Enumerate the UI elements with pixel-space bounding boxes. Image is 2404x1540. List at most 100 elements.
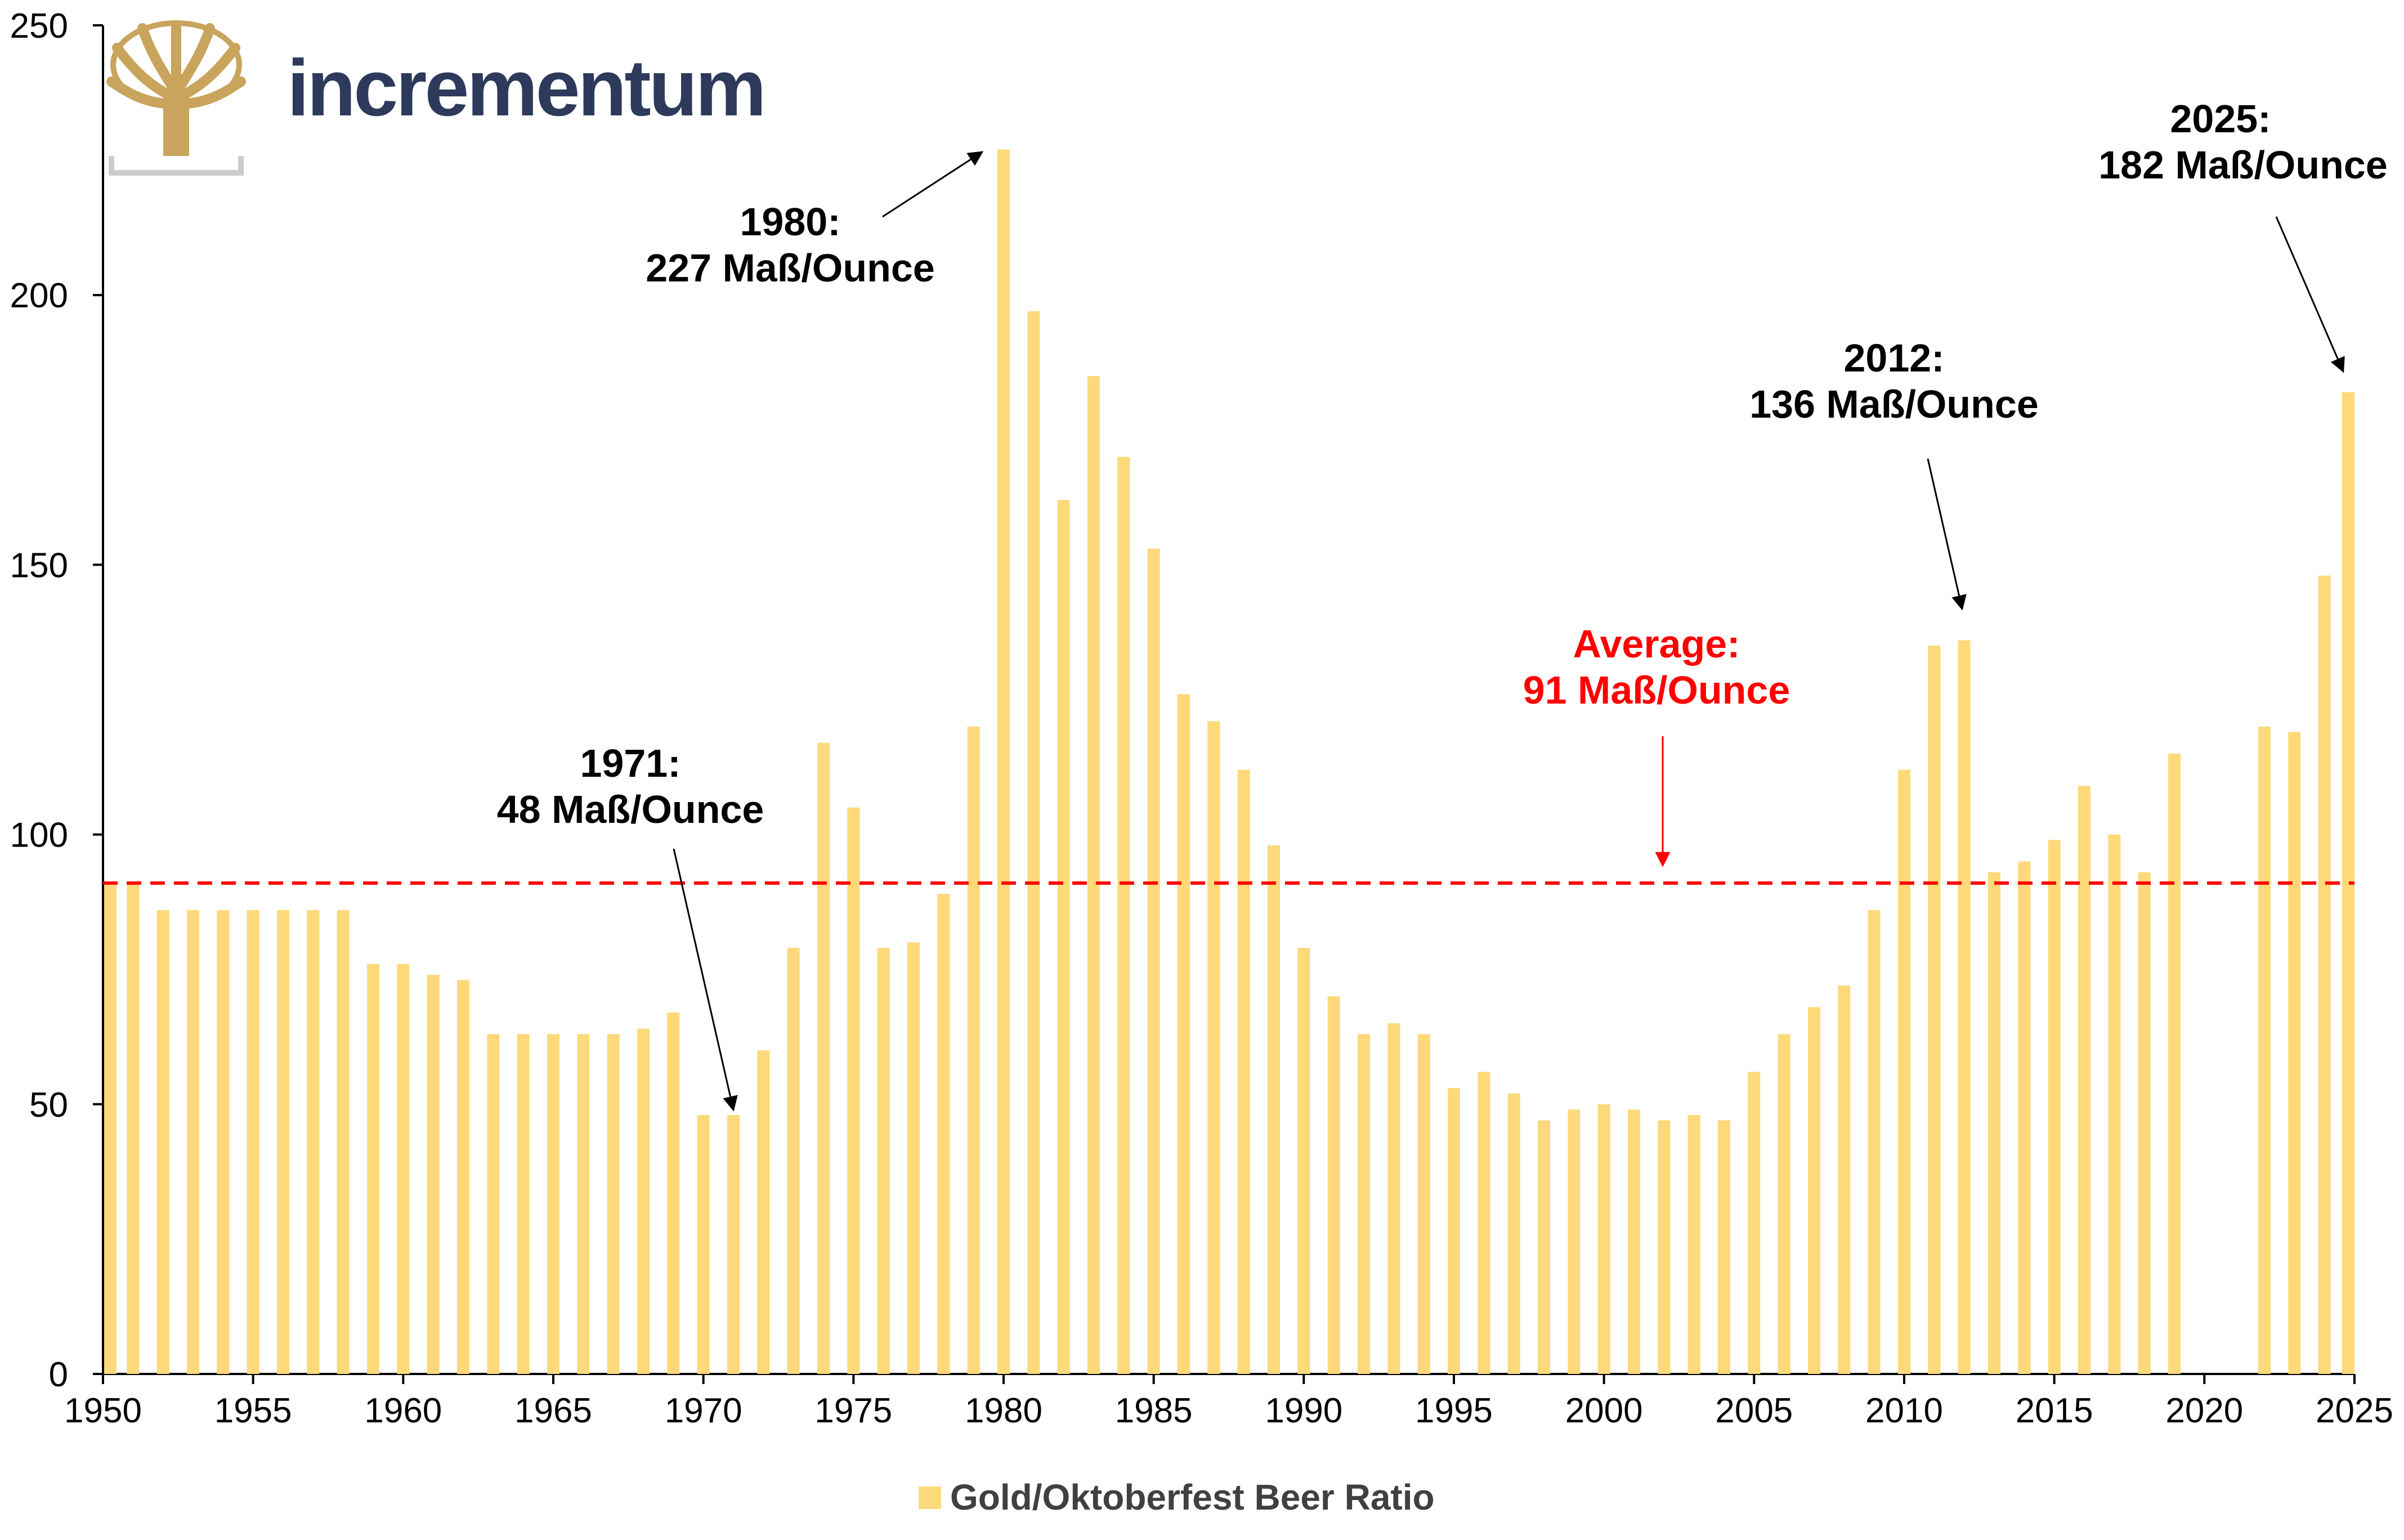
- bar-2004: [1718, 1120, 1730, 1374]
- annotation-1971: 1971: 48 Maß/Ounce: [497, 741, 764, 1112]
- bar-1963: [487, 1034, 500, 1374]
- annotation-1971-value: 48 Maß/Ounce: [497, 787, 764, 831]
- annotation-1980-value: 227 Maß/Ounce: [646, 246, 935, 290]
- bar-1984: [1117, 456, 1130, 1374]
- bar-1995: [1448, 1088, 1460, 1374]
- x-axis-ticks: 1950 1955 1960 1965 1970 1975 1980 1985 1990 1995…: [64, 1374, 2393, 1430]
- bar-1951: [127, 883, 140, 1374]
- bar-1987: [1207, 721, 1220, 1374]
- x-tick-label: 2015: [2016, 1391, 2093, 1430]
- bar-2003: [1687, 1114, 1700, 1374]
- bar-1976: [877, 947, 890, 1374]
- bar-2000: [1597, 1104, 1610, 1374]
- bar-2023: [2288, 732, 2301, 1374]
- x-tick-label: 1995: [1415, 1391, 1493, 1430]
- bar-1954: [217, 910, 230, 1374]
- bar-1990: [1297, 947, 1310, 1374]
- bar-2022: [2258, 726, 2271, 1374]
- bar-1978: [937, 894, 950, 1374]
- x-tick-label: 2020: [2165, 1391, 2243, 1430]
- bar-1988: [1237, 769, 1250, 1374]
- bar-1986: [1178, 694, 1190, 1374]
- bar-2010: [1898, 769, 1910, 1374]
- bar-1959: [367, 964, 379, 1374]
- bar-1953: [187, 910, 199, 1374]
- bar-2007: [1808, 1007, 1820, 1374]
- x-tick-label: 2005: [1715, 1391, 1793, 1430]
- bar-1996: [1478, 1072, 1490, 1374]
- bar-1952: [156, 910, 169, 1374]
- bar-1980: [997, 149, 1010, 1374]
- x-tick-label: 2025: [2316, 1391, 2393, 1430]
- x-tick-label: 2010: [1865, 1391, 1943, 1430]
- bar-2025: [2342, 392, 2354, 1375]
- legend: Gold/Oktoberfest Beer Ratio: [919, 1477, 1435, 1517]
- bar-2005: [1748, 1072, 1761, 1374]
- x-tick-label: 1975: [814, 1391, 892, 1430]
- tree-icon: [106, 20, 246, 176]
- bar-2002: [1658, 1120, 1671, 1374]
- bar-2015: [2048, 840, 2061, 1374]
- bar-1950: [104, 883, 117, 1374]
- y-tick-label: 200: [10, 276, 68, 315]
- bar-1983: [1087, 375, 1100, 1375]
- bar-2006: [1778, 1034, 1790, 1374]
- bar-1969: [667, 1012, 680, 1374]
- bar-1955: [247, 910, 259, 1374]
- annotation-2012-year: 2012:: [1843, 336, 1944, 380]
- bar-1973: [787, 947, 800, 1374]
- bar-1993: [1387, 1023, 1400, 1374]
- bar-2012: [1958, 640, 1971, 1374]
- bar-series: [104, 149, 2354, 1375]
- bar-1970: [697, 1114, 710, 1374]
- bar-1982: [1057, 500, 1070, 1374]
- annotation-1971-year: 1971:: [580, 741, 681, 785]
- annotation-2025: 2025: 182 Maß/Ounce: [2098, 97, 2388, 373]
- bar-1966: [577, 1034, 590, 1374]
- x-tick-label: 1980: [965, 1391, 1042, 1430]
- bar-2019: [2168, 753, 2181, 1374]
- bar-1964: [517, 1034, 530, 1374]
- x-tick-label: 2000: [1565, 1391, 1643, 1430]
- y-tick-label: 0: [49, 1355, 68, 1394]
- annotation-1980-arrow: [882, 151, 984, 218]
- bar-2014: [2018, 861, 2031, 1374]
- bar-1960: [397, 964, 410, 1374]
- bar-1998: [1538, 1120, 1550, 1374]
- annotation-2025-arrow: [2275, 216, 2345, 373]
- average-value-label: 91 Maß/Ounce: [1523, 668, 1790, 712]
- bar-1974: [817, 742, 830, 1374]
- bar-2017: [2108, 834, 2121, 1374]
- annotation-2012: 2012: 136 Maß/Ounce: [1749, 336, 2039, 611]
- bar-1981: [1027, 311, 1040, 1374]
- y-axis-ticks: 0 50 100 150 200 250: [10, 7, 103, 1394]
- y-tick-label: 250: [10, 7, 68, 46]
- bar-1956: [277, 910, 289, 1374]
- bar-1967: [607, 1034, 620, 1374]
- bar-1989: [1268, 845, 1280, 1374]
- brand-name: incrementum: [287, 43, 764, 133]
- annotation-2025-year: 2025:: [2170, 97, 2271, 141]
- y-tick-label: 100: [10, 816, 68, 855]
- bar-2009: [1868, 910, 1881, 1374]
- bar-2001: [1628, 1109, 1640, 1374]
- x-tick-label: 1965: [514, 1391, 592, 1430]
- x-tick-label: 1990: [1265, 1391, 1342, 1430]
- bar-2018: [2138, 872, 2151, 1374]
- bar-1999: [1568, 1109, 1581, 1374]
- bar-2011: [1928, 646, 1941, 1374]
- x-tick-label: 1950: [64, 1391, 142, 1430]
- annotation-2012-value: 136 Maß/Ounce: [1749, 382, 2039, 426]
- bar-1968: [637, 1028, 650, 1374]
- bar-1985: [1147, 548, 1160, 1375]
- annotation-1980-year: 1980:: [740, 200, 840, 244]
- bar-1977: [907, 942, 920, 1374]
- bar-2008: [1838, 985, 1851, 1374]
- annotation-1980: 1980: 227 Maß/Ounce: [646, 151, 984, 290]
- x-tick-label: 1960: [364, 1391, 442, 1430]
- x-tick-label: 1970: [665, 1391, 742, 1430]
- bar-1991: [1327, 996, 1340, 1374]
- bar-1975: [847, 807, 860, 1374]
